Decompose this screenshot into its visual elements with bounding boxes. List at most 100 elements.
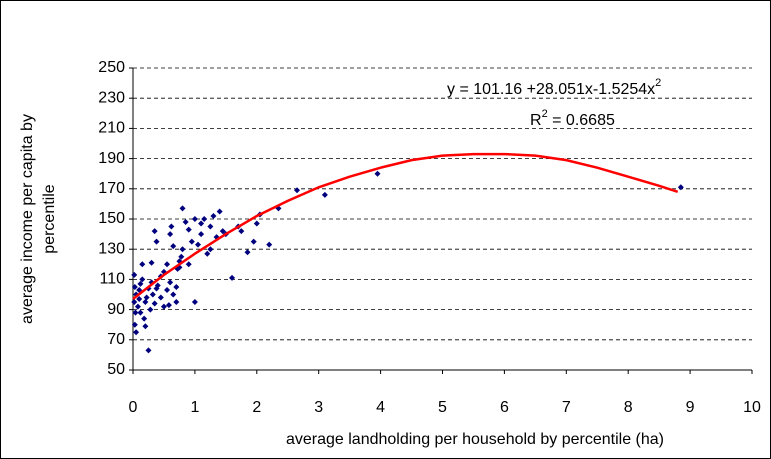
data-point: [165, 302, 172, 309]
data-point: [201, 216, 208, 222]
data-point: [164, 261, 171, 268]
y-tick-label: 90: [107, 301, 125, 318]
y-tick-label: 70: [107, 331, 125, 348]
y-axis-label: average income per capita by percentile: [19, 114, 58, 324]
data-point: [131, 321, 138, 328]
data-point: [167, 231, 174, 238]
data-point: [374, 170, 381, 177]
data-point: [210, 212, 217, 219]
data-point: [137, 280, 144, 287]
y-tick-label: 150: [98, 210, 125, 227]
y-tick-label: 170: [98, 180, 125, 197]
data-point: [198, 231, 205, 238]
data-point: [677, 184, 684, 191]
y-tick-label: 50: [107, 361, 125, 378]
r-superscript: 2: [542, 108, 548, 120]
x-tick-label: 0: [129, 399, 138, 416]
data-point: [182, 219, 189, 226]
y-tick-label: 210: [98, 120, 125, 137]
data-point: [173, 299, 180, 306]
y-tick-label: 190: [98, 150, 125, 167]
data-point: [179, 205, 186, 212]
trend-equation: y = 101.16 +28.051x-1.5254x2: [447, 77, 661, 98]
r-text: R: [530, 112, 542, 129]
r-value: = 0.6685: [548, 112, 615, 129]
data-point: [204, 250, 211, 257]
y-tick-label: 230: [98, 89, 125, 106]
data-point: [145, 347, 152, 354]
data-point: [191, 299, 198, 306]
data-point: [170, 243, 177, 250]
data-point: [131, 283, 138, 290]
x-tick-label: 2: [252, 399, 261, 416]
x-tick-label: 10: [743, 399, 761, 416]
x-tick-label: 1: [190, 399, 199, 416]
data-point: [131, 299, 138, 306]
data-point: [253, 220, 260, 227]
data-point: [185, 261, 192, 268]
data-point: [149, 291, 156, 298]
x-axis-label: average landholding per household by per…: [286, 431, 664, 448]
data-point: [250, 238, 257, 245]
data-point: [178, 253, 185, 260]
data-point: [207, 223, 214, 230]
data-point: [229, 274, 236, 281]
data-point: [191, 216, 198, 222]
data-point: [219, 228, 226, 235]
data-point: [142, 299, 149, 306]
data-point: [133, 329, 140, 336]
data-point: [132, 309, 139, 316]
data-point: [154, 282, 161, 289]
data-point: [151, 228, 158, 235]
data-point: [151, 300, 158, 307]
data-point: [142, 323, 149, 330]
y-axis-label-line: average income per capita by: [19, 114, 36, 324]
data-point: [131, 271, 138, 278]
data-point: [216, 208, 223, 215]
x-tick-label: 5: [438, 399, 447, 416]
y-tick-label: 130: [98, 240, 125, 257]
data-point: [266, 241, 273, 248]
data-point: [143, 294, 150, 301]
data-point: [157, 294, 164, 301]
x-tick-label: 6: [500, 399, 509, 416]
data-point: [137, 309, 144, 316]
data-point: [179, 246, 186, 253]
x-tick-label: 4: [376, 399, 385, 416]
data-point: [134, 303, 141, 310]
data-point: [244, 249, 251, 256]
data-point: [160, 303, 167, 310]
y-axis-label-line: percentile: [41, 184, 58, 253]
x-tick-label: 7: [562, 399, 571, 416]
y-tick-label: 250: [98, 59, 125, 76]
trend-line: [132, 152, 679, 301]
data-point: [148, 259, 155, 266]
equation-text: y = 101.16 +28.051x-1.5254x: [447, 81, 655, 98]
data-point: [198, 220, 205, 227]
data-point: [168, 223, 175, 230]
data-point: [141, 315, 148, 322]
data-point: [194, 241, 201, 248]
data-point: [321, 191, 328, 198]
data-point: [173, 283, 180, 290]
data-point: [185, 226, 192, 233]
data-point: [136, 296, 143, 303]
data-point: [170, 291, 177, 298]
data-point: [238, 228, 245, 235]
x-tick-label: 8: [624, 399, 633, 416]
x-tick-label: 9: [686, 399, 695, 416]
data-point: [207, 246, 214, 253]
data-point: [139, 276, 146, 283]
data-point: [167, 279, 174, 286]
y-tick-label: 110: [99, 271, 125, 288]
data-point: [139, 261, 146, 268]
equation-superscript: 2: [655, 77, 661, 89]
data-point: [294, 187, 301, 194]
data-point: [188, 238, 195, 245]
data-point: [147, 306, 154, 313]
data-point: [153, 238, 160, 245]
data-point: [164, 286, 171, 293]
x-tick-label: 3: [314, 399, 323, 416]
